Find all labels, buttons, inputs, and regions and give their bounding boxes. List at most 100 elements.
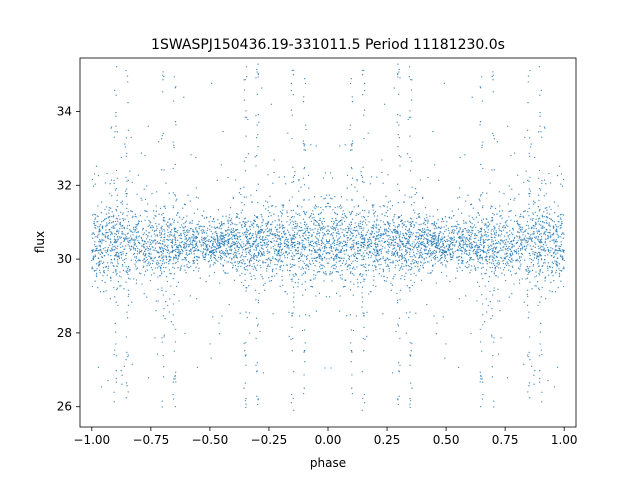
data-point xyxy=(333,247,335,249)
data-point xyxy=(423,238,425,240)
data-point xyxy=(260,244,262,246)
data-point xyxy=(354,268,356,270)
data-point xyxy=(220,231,222,234)
data-point xyxy=(94,218,96,221)
data-point xyxy=(484,273,486,275)
data-point xyxy=(538,288,540,291)
data-point xyxy=(132,215,134,217)
data-point xyxy=(160,243,162,245)
data-point xyxy=(442,250,444,252)
data-point xyxy=(250,260,253,262)
data-point xyxy=(244,249,247,251)
data-point xyxy=(218,333,221,335)
data-point xyxy=(435,222,438,225)
data-point xyxy=(185,230,188,232)
data-point xyxy=(387,201,389,203)
data-point xyxy=(538,229,540,231)
data-point xyxy=(373,243,376,245)
data-point xyxy=(499,222,501,225)
data-point xyxy=(363,350,365,352)
data-point xyxy=(105,229,107,231)
data-point xyxy=(218,222,221,225)
data-point xyxy=(154,247,157,249)
data-point xyxy=(156,191,158,193)
data-point xyxy=(248,312,251,314)
data-point xyxy=(515,260,517,262)
data-point xyxy=(459,156,461,159)
data-point xyxy=(525,170,527,172)
data-point xyxy=(213,271,216,274)
data-point xyxy=(202,252,204,254)
data-point xyxy=(479,256,481,258)
data-point xyxy=(127,210,129,213)
data-point xyxy=(262,248,264,250)
data-point xyxy=(419,242,422,244)
data-point xyxy=(309,241,312,244)
data-point xyxy=(560,254,562,256)
data-point xyxy=(413,226,415,229)
data-point xyxy=(133,228,135,230)
data-point xyxy=(352,246,355,248)
data-point xyxy=(449,243,451,245)
data-point xyxy=(518,279,521,281)
data-point xyxy=(425,257,427,259)
data-point xyxy=(145,230,147,232)
data-point xyxy=(357,247,360,249)
data-point xyxy=(399,235,401,237)
data-point xyxy=(422,266,424,269)
data-point xyxy=(464,265,466,268)
data-point xyxy=(323,233,326,235)
data-point xyxy=(399,268,401,270)
data-point xyxy=(252,240,254,243)
data-point xyxy=(275,228,278,231)
data-point xyxy=(535,285,537,287)
data-point xyxy=(410,268,412,270)
data-point xyxy=(418,252,421,254)
data-point xyxy=(341,245,343,248)
data-point xyxy=(123,240,126,242)
data-point xyxy=(537,263,539,265)
data-point xyxy=(528,236,531,238)
data-point xyxy=(219,242,221,244)
data-point xyxy=(490,232,492,235)
data-point xyxy=(175,230,177,233)
data-point xyxy=(196,246,199,248)
data-point xyxy=(267,252,269,255)
data-point xyxy=(543,231,545,233)
data-point xyxy=(522,215,524,217)
data-point xyxy=(239,232,241,234)
data-point xyxy=(176,251,179,254)
data-point xyxy=(539,271,541,273)
data-point xyxy=(438,234,440,237)
data-point xyxy=(106,250,109,253)
data-point xyxy=(452,255,454,257)
data-point xyxy=(554,230,557,232)
data-point xyxy=(349,264,352,267)
data-point xyxy=(524,259,526,261)
data-point xyxy=(534,252,536,254)
data-point xyxy=(457,208,460,210)
data-point xyxy=(227,261,230,263)
data-point xyxy=(456,220,458,223)
data-point xyxy=(422,241,424,243)
data-point xyxy=(451,237,453,239)
data-point xyxy=(409,236,411,238)
data-point xyxy=(267,243,270,246)
data-point xyxy=(521,278,523,280)
data-point xyxy=(313,231,315,234)
data-point xyxy=(154,230,156,232)
data-point xyxy=(188,229,190,232)
data-point xyxy=(530,238,532,241)
data-point xyxy=(486,218,488,221)
data-point xyxy=(156,234,158,236)
data-point xyxy=(293,231,296,233)
data-point xyxy=(560,226,562,229)
data-point xyxy=(326,242,328,245)
data-point xyxy=(234,229,237,231)
data-point xyxy=(207,261,210,263)
data-point xyxy=(418,234,421,237)
data-point xyxy=(308,315,310,317)
data-point xyxy=(125,254,127,257)
data-point xyxy=(424,261,426,264)
data-point xyxy=(371,252,374,254)
